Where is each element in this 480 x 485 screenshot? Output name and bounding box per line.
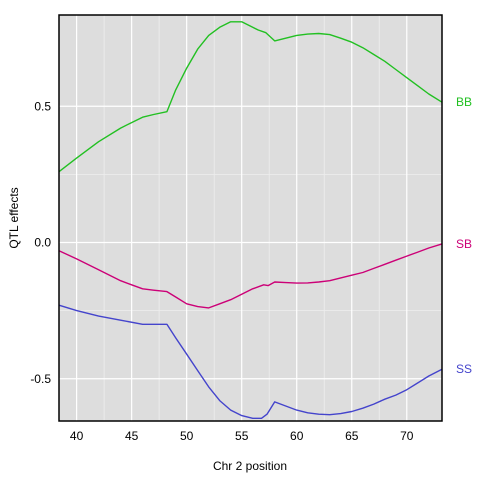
x-tick-label: 60	[290, 429, 304, 443]
y-tick-label: 0.5	[34, 99, 51, 113]
x-axis-label: Chr 2 position	[213, 459, 287, 473]
x-tick-label: 70	[400, 429, 414, 443]
grid-lines	[59, 15, 442, 421]
x-tick-label: 45	[125, 429, 139, 443]
series-line-bb	[58, 21, 443, 173]
series-lines	[58, 21, 443, 419]
x-tick-label: 50	[180, 429, 194, 443]
x-tick-labels: 40 45 50 55 60 65 70	[70, 429, 414, 443]
x-tick-label: 40	[70, 429, 84, 443]
plot-frame	[58, 14, 443, 422]
series-labels: BB SB SS	[456, 95, 472, 376]
y-axis-label: QTL effects	[7, 187, 21, 248]
series-label-bb: BB	[456, 95, 472, 109]
series-line-ss	[58, 304, 443, 419]
series-label-sb: SB	[456, 237, 472, 251]
series-label-ss: SS	[456, 362, 472, 376]
y-tick-labels: -0.5 0.0 0.5	[30, 99, 51, 385]
x-tick-label: 55	[235, 429, 249, 443]
series-line-sb	[58, 243, 443, 309]
plot-background	[59, 15, 442, 421]
y-tick-label: -0.5	[30, 372, 51, 386]
y-tick-label: 0.0	[34, 236, 51, 250]
x-tick-label: 65	[345, 429, 359, 443]
